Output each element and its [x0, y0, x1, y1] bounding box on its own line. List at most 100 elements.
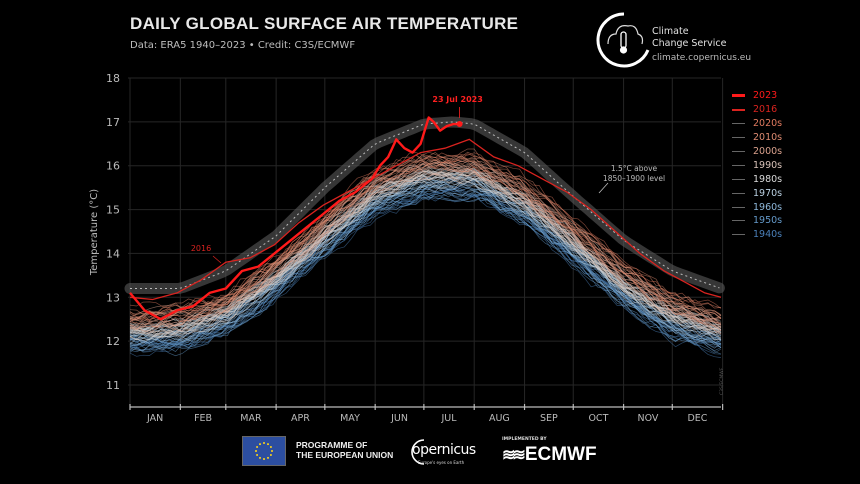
footer-logos: PROGRAMME OF THE EUROPEAN UNION opernicu…	[0, 430, 860, 475]
x-tick-label: DEC	[687, 413, 707, 424]
x-axis: JAN FEB MAR APR MAY JUN JUL AUG SEP OCT NOV DEC	[129, 404, 724, 424]
decade-line-1950s	[129, 189, 722, 348]
decade-line-1950s	[129, 184, 722, 349]
legend-label: 2016	[753, 104, 778, 116]
x-tick-label: JAN	[146, 413, 163, 424]
decade-line-2000s	[129, 165, 722, 335]
decade-line-1990s	[129, 171, 722, 334]
x-tick-label: SEP	[540, 413, 558, 424]
legend-item: 2000s	[732, 145, 782, 159]
y-tick-label: 15	[106, 204, 120, 217]
eu-star	[271, 450, 273, 452]
decade-line-1950s	[129, 188, 722, 350]
copernicus-arc-icon	[411, 439, 425, 465]
y-axis: 11 12 13 14 15 16 17 18	[106, 72, 120, 392]
x-tick-label: MAR	[240, 413, 262, 424]
decade-line-1980s	[129, 179, 722, 341]
eu-programme-text: PROGRAMME OF THE EUROPEAN UNION	[296, 440, 393, 460]
x-tick-label: JUN	[390, 413, 408, 424]
legend-label: 1990s	[753, 159, 783, 171]
eu-star	[256, 454, 259, 456]
annotation-record-date: 23 Jul 2023	[432, 95, 482, 104]
y-tick-label: 18	[106, 72, 120, 85]
grid	[128, 77, 724, 405]
legend-item: 2016	[732, 103, 782, 117]
decade-line-2020s	[129, 160, 722, 326]
annotation-2016-arrow	[212, 255, 222, 264]
copernicus-wordmark: opernicus	[412, 442, 476, 458]
decade-line-1990s	[129, 168, 722, 334]
ecmwf-logo: ≋≋ ECMWF	[502, 444, 597, 466]
legend-swatch	[732, 220, 745, 222]
eu-star	[259, 443, 261, 446]
decade-line-2020s	[129, 152, 722, 309]
legend-item: 1940s	[732, 228, 782, 242]
x-tick-label: JUL	[441, 413, 458, 424]
decade-line-1950s	[129, 192, 722, 355]
eu-flag-icon	[242, 436, 286, 466]
eu-star	[263, 458, 265, 460]
y-tick-label: 12	[106, 335, 120, 348]
chart-title: DAILY GLOBAL SURFACE AIR TEMPERATURE	[130, 14, 519, 33]
legend-item: 2020s	[732, 117, 782, 131]
y-axis-label: Temperature (°C)	[89, 189, 100, 276]
y-tick-label: 14	[106, 247, 120, 260]
y-tick-label: 13	[106, 291, 120, 304]
y-tick-label: 16	[106, 160, 120, 173]
x-tick-label: FEB	[194, 413, 212, 424]
annotation-2016: 2016	[191, 244, 211, 253]
y-tick-label: 17	[106, 116, 120, 129]
eu-star	[267, 443, 269, 446]
eu-star	[269, 454, 272, 456]
service-name-line2: Change Service	[652, 38, 727, 49]
legend-label: 1940s	[753, 229, 783, 241]
eu-stars-icon	[255, 442, 273, 460]
x-tick-label: AUG	[489, 413, 510, 424]
series-line-2016	[129, 138, 722, 301]
eu-line1: PROGRAMME OF	[296, 440, 368, 450]
legend-swatch	[732, 151, 745, 152]
decade-line-2010s	[129, 161, 722, 332]
x-tick-label: NOV	[637, 413, 658, 424]
legend-swatch	[732, 234, 745, 236]
y-tick-label: 11	[106, 379, 120, 392]
copernicus-tagline: Europe's eyes on Earth	[418, 460, 465, 465]
eu-line2: THE EUROPEAN UNION	[296, 450, 394, 460]
eu-star	[256, 446, 259, 448]
legend-label: 2010s	[753, 132, 783, 144]
eu-star	[255, 450, 257, 452]
decade-line-1950s	[129, 190, 722, 353]
legend-swatch	[732, 178, 745, 180]
decade-lines	[129, 148, 722, 358]
legend-item: 2023	[732, 89, 782, 103]
legend-swatch	[732, 94, 745, 98]
threshold-band-fill	[124, 116, 725, 294]
legend: 2023 2016 2020s 2010s 2000s 1990s 1980s 1970s 19…	[732, 89, 782, 242]
eu-star	[267, 456, 269, 459]
legend-label: 2020s	[753, 118, 783, 130]
eu-star	[259, 456, 261, 459]
climate-thermometer-icon	[596, 12, 650, 68]
eu-star	[263, 442, 265, 444]
decade-line-1980s	[129, 174, 722, 335]
service-url[interactable]: climate.copernicus.eu	[652, 53, 752, 63]
decade-line-2010s	[129, 156, 722, 320]
legend-item: 1950s	[732, 214, 782, 228]
highlight-series	[129, 116, 722, 321]
legend-item: 1970s	[732, 186, 782, 200]
legend-swatch	[732, 123, 745, 125]
threshold-label-arrow	[598, 182, 609, 194]
chart-subtitle: Data: ERA5 1940–2023 • Credit: C3S/ECMWF	[130, 40, 356, 51]
legend-label: 2023	[753, 90, 778, 102]
x-tick-label: MAY	[340, 413, 360, 424]
temperature-chart: 11 12 13 14 15 16 17 18 Temperature (°C) 1.5°C …	[89, 72, 725, 424]
decade-line-2010s	[129, 165, 722, 329]
threshold-label-line1: 1.5°C above	[611, 164, 658, 173]
series-line-2023	[129, 116, 460, 321]
copernicus-logo: opernicus Europe's eyes on Earth	[404, 436, 484, 466]
legend-swatch	[732, 164, 745, 166]
record-point-marker	[456, 121, 463, 128]
service-name: Climate Change Service	[652, 26, 727, 50]
threshold-label-line2: 1850–1900 level	[603, 174, 665, 183]
